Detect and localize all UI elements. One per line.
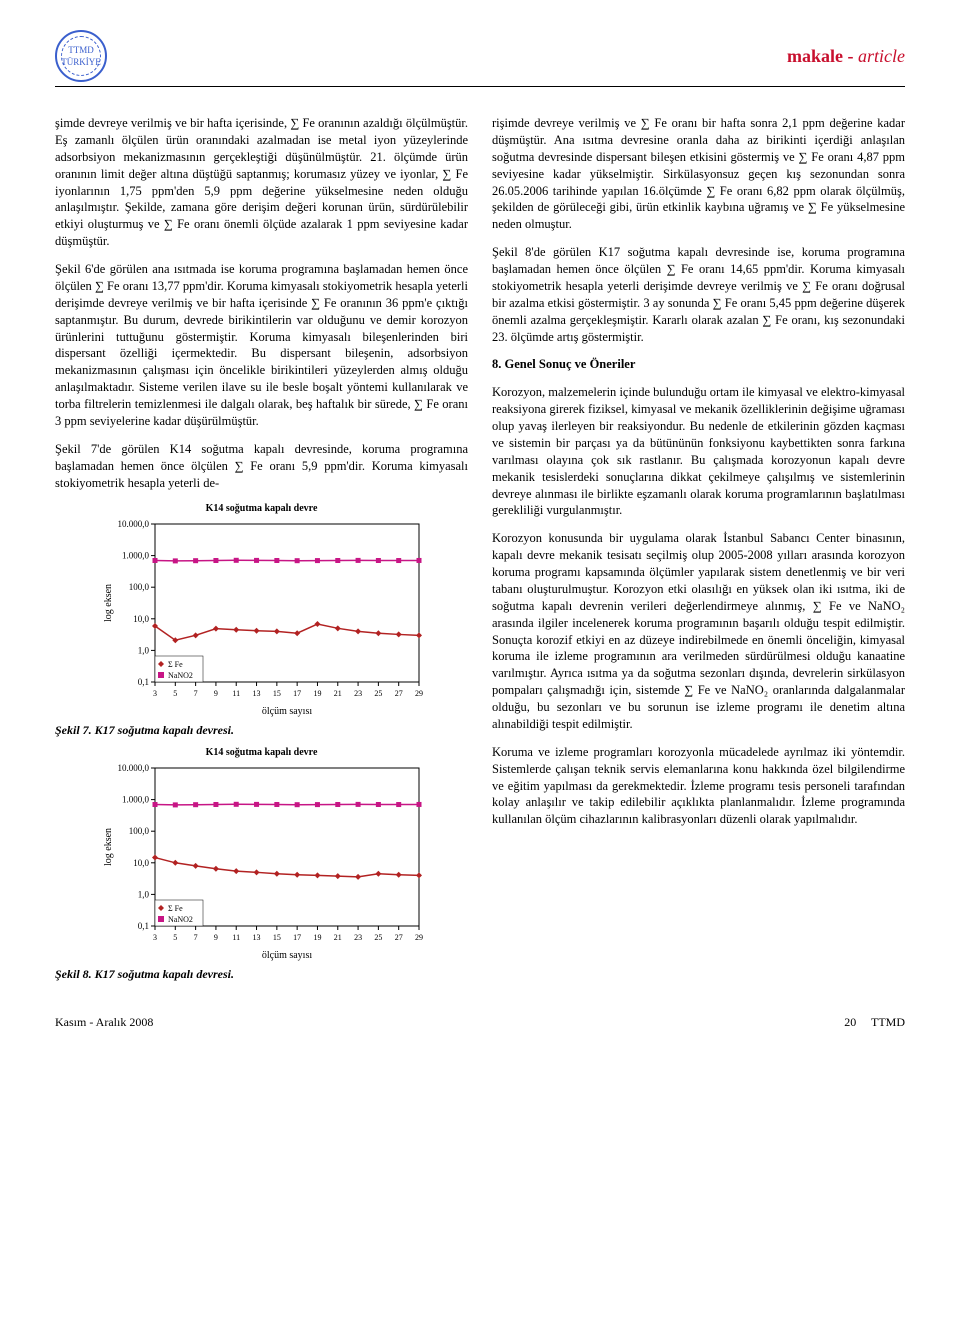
svg-text:29: 29 (415, 933, 423, 942)
svg-text:1,0: 1,0 (137, 645, 149, 655)
svg-text:13: 13 (252, 933, 260, 942)
svg-text:17: 17 (293, 933, 301, 942)
chart-7: K14 soğutma kapalı devre 10.000,0 1.000,0… (55, 502, 468, 981)
page-header: TTMD TÜRKİYE makale - article (55, 30, 905, 87)
left-column: şimde devreye verilmiş ve bir hafta içer… (55, 115, 468, 990)
chart-7-svg: 10.000,0 1.000,0 100,0 10,0 1,0 0,1 log eksen 3… (97, 518, 427, 718)
svg-text:0,1: 0,1 (137, 921, 148, 931)
left-p3: Şekil 7'de görülen K14 soğutma kapalı de… (55, 441, 468, 492)
chart-8-caption: Şekil 8. K17 soğutma kapalı devresi. (55, 966, 468, 982)
footer-right: TTMD (871, 1015, 905, 1029)
svg-text:10.000,0: 10.000,0 (117, 763, 149, 773)
svg-text:NaNO2: NaNO2 (168, 915, 193, 924)
svg-text:9: 9 (213, 689, 217, 698)
header-title-plain: makale - (787, 46, 858, 66)
svg-text:1,0: 1,0 (137, 889, 149, 899)
svg-text:7: 7 (193, 933, 197, 942)
footer: Kasım - Aralık 2008 20 TTMD (55, 1014, 905, 1030)
svg-text:27: 27 (394, 689, 402, 698)
logo-icon: TTMD TÜRKİYE (55, 30, 107, 82)
svg-text:0,1: 0,1 (137, 677, 148, 687)
right-p2: Şekil 8'de görülen K17 soğutma kapalı de… (492, 244, 905, 345)
right-p1: rişimde devreye verilmiş ve ∑ Fe oranı b… (492, 115, 905, 233)
svg-text:log eksen: log eksen (103, 828, 114, 866)
svg-text:NaNO2: NaNO2 (168, 671, 193, 680)
svg-text:100,0: 100,0 (128, 826, 149, 836)
header-title-italic: article (858, 46, 905, 66)
svg-text:15: 15 (272, 933, 280, 942)
section-heading: 8. Genel Sonuç ve Öneriler (492, 356, 905, 373)
svg-text:19: 19 (313, 933, 321, 942)
svg-text:10,0: 10,0 (133, 614, 149, 624)
svg-text:23: 23 (354, 689, 362, 698)
right-p4: Korozyon konusunda bir uygulama olarak İ… (492, 530, 905, 733)
svg-text:3: 3 (153, 933, 157, 942)
chart-7-caption: Şekil 7. K17 soğutma kapalı devresi. (55, 722, 468, 738)
svg-text:1.000,0: 1.000,0 (122, 794, 150, 804)
svg-text:25: 25 (374, 933, 382, 942)
svg-text:1.000,0: 1.000,0 (122, 550, 150, 560)
logo-text: TTMD TÜRKİYE (57, 44, 105, 68)
svg-text:ölçüm sayısı: ölçüm sayısı (261, 950, 311, 961)
svg-text:3: 3 (153, 689, 157, 698)
svg-text:27: 27 (394, 933, 402, 942)
svg-text:5: 5 (173, 933, 177, 942)
svg-text:29: 29 (415, 689, 423, 698)
chart-7-title: K14 soğutma kapalı devre (55, 502, 468, 516)
chart-8-title: K14 soğutma kapalı devre (55, 746, 468, 760)
svg-text:11: 11 (232, 933, 240, 942)
left-p2: Şekil 6'de görülen ana ısıtmada ise koru… (55, 261, 468, 430)
svg-text:ölçüm sayısı: ölçüm sayısı (261, 706, 311, 717)
footer-left: Kasım - Aralık 2008 (55, 1014, 153, 1030)
svg-text:13: 13 (252, 689, 260, 698)
svg-text:25: 25 (374, 689, 382, 698)
header-title: makale - article (787, 44, 905, 68)
svg-text:21: 21 (333, 933, 341, 942)
svg-text:23: 23 (354, 933, 362, 942)
svg-text:Σ Fe: Σ Fe (168, 904, 183, 913)
svg-text:9: 9 (213, 933, 217, 942)
svg-text:21: 21 (333, 689, 341, 698)
svg-text:5: 5 (173, 689, 177, 698)
svg-text:17: 17 (293, 689, 301, 698)
svg-text:Σ Fe: Σ Fe (168, 660, 183, 669)
svg-text:11: 11 (232, 689, 240, 698)
svg-text:7: 7 (193, 689, 197, 698)
left-p1: şimde devreye verilmiş ve bir hafta içer… (55, 115, 468, 250)
svg-text:19: 19 (313, 689, 321, 698)
right-p5: Koruma ve izleme programları korozyonla … (492, 744, 905, 828)
svg-text:10.000,0: 10.000,0 (117, 519, 149, 529)
svg-text:15: 15 (272, 689, 280, 698)
chart-8-svg: 10.000,0 1.000,0 100,0 10,0 1,0 0,1 log eksen 3… (97, 762, 427, 962)
svg-text:100,0: 100,0 (128, 582, 149, 592)
svg-text:log eksen: log eksen (103, 584, 114, 622)
right-p3: Korozyon, malzemelerin içinde bulunduğu … (492, 384, 905, 519)
footer-page: 20 (844, 1015, 856, 1029)
svg-text:10,0: 10,0 (133, 857, 149, 867)
right-column: rişimde devreye verilmiş ve ∑ Fe oranı b… (492, 115, 905, 990)
